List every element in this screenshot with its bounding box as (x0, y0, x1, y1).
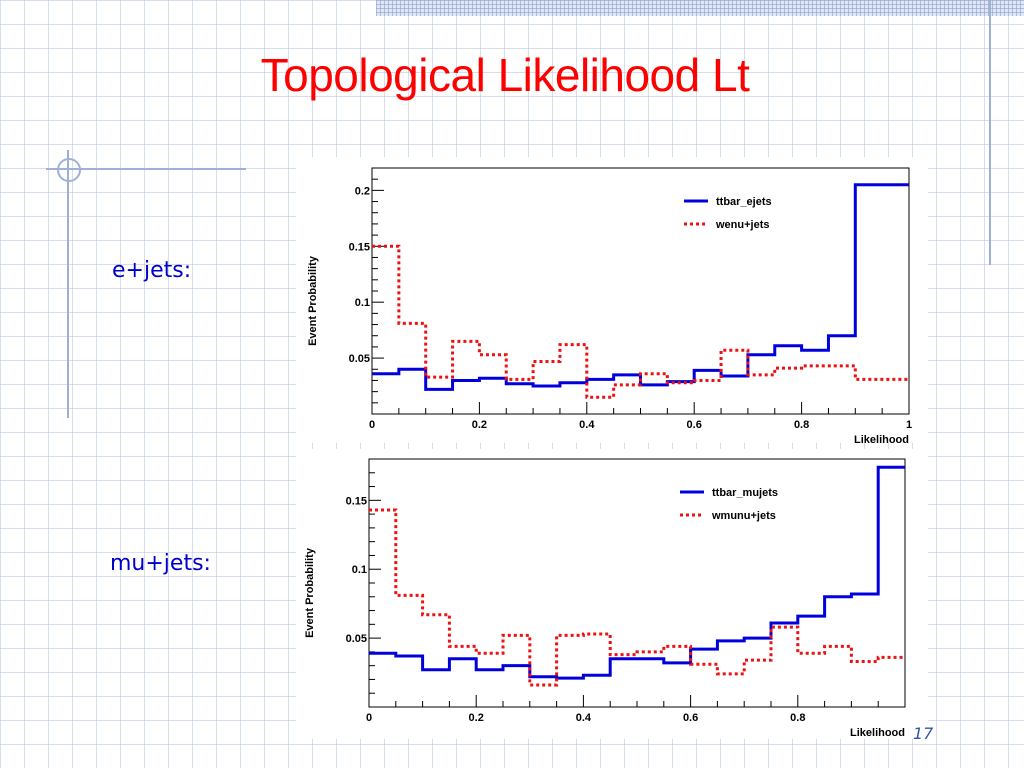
header-band (376, 0, 1024, 16)
y-tick-label: 0.1 (355, 297, 370, 309)
series-wmunu-jets-line (369, 508, 905, 687)
series-ttbar-mujets-line (369, 465, 905, 680)
y-tick-label: 0.15 (346, 495, 367, 507)
x-tick-label: 0.4 (576, 712, 592, 724)
chart-ejets: 0.05 0.1 0.15 0.2 0 0.2 0.4 0.6 0.8 1 Likelihood Ev… (307, 167, 912, 446)
x-tick-label: 0.8 (790, 712, 805, 724)
x-tick-label: 0.8 (794, 419, 809, 431)
legend-label: ttbar_mujets (712, 487, 778, 499)
y-tick-label: 0.05 (349, 353, 370, 365)
legend-label: wmunu+jets (711, 510, 776, 522)
y-tick-label: 0.15 (349, 241, 370, 253)
y-tick-label: 0.1 (352, 564, 367, 576)
chart-panel-ejets: 0.05 0.1 0.15 0.2 0 0.2 0.4 0.6 0.8 1 Likelihood Ev… (296, 157, 928, 446)
decor-horizontal-line (46, 168, 246, 170)
x-tick-label: 0.4 (579, 419, 595, 431)
chart-mujets: 0.05 0.1 0.15 0 0.2 0.4 0.6 0.8 Likelihood Event … (304, 458, 906, 739)
slide-title: Topological Likelihood Lt (260, 49, 750, 101)
label-mu-jets: mu+jets: (110, 551, 211, 576)
decor-vertical-line (989, 0, 991, 265)
x-tick-label: 0.2 (472, 419, 487, 431)
x-tick-label: 0 (366, 712, 372, 724)
y-axis-label: Event Probability (304, 547, 316, 638)
x-axis-label: Likelihood (850, 727, 905, 739)
y-axis-label: Event Probability (307, 255, 319, 346)
label-e-jets: e+jets: (112, 258, 192, 283)
decor-ring (57, 158, 81, 182)
x-tick-label: 0.6 (687, 419, 702, 431)
y-tick-label: 0.2 (355, 185, 370, 197)
x-tick-label: 1 (906, 419, 912, 431)
x-tick-label: 0.2 (469, 712, 484, 724)
chart-panel-mujets: 0.05 0.1 0.15 0 0.2 0.4 0.6 0.8 Likelihood Event … (296, 449, 928, 739)
x-tick-label: 0 (369, 419, 375, 431)
series-wenu-jets-line (372, 244, 909, 399)
legend-label: ttbar_ejets (716, 196, 772, 208)
x-tick-label: 0.6 (683, 712, 698, 724)
decor-left-line (67, 150, 69, 418)
legend-label: wenu+jets (715, 219, 770, 231)
x-axis-label: Likelihood (854, 434, 909, 443)
page-number: 17 (913, 724, 934, 743)
y-tick-label: 0.05 (346, 633, 367, 645)
